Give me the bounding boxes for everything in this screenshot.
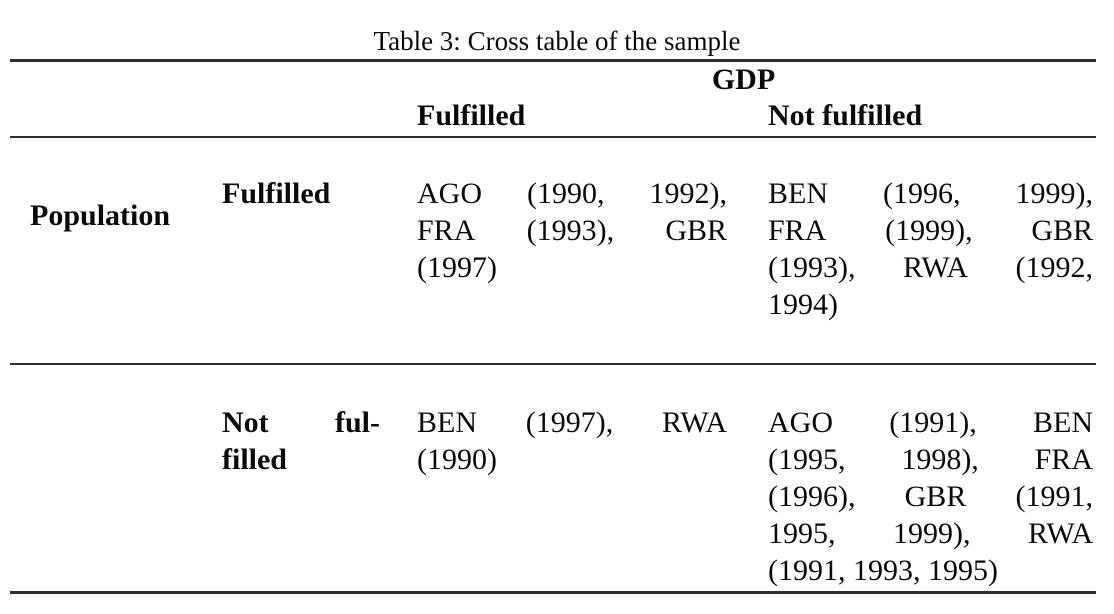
column-header-gdp-fulfilled: Fulfilled	[417, 99, 526, 132]
table-caption: Table 3: Cross table of the sample	[373, 26, 741, 56]
top-rule	[10, 59, 1096, 62]
column-group-header-gdp: GDP	[711, 63, 776, 96]
column-header-gdp-not-fulfilled: Not fulfilled	[768, 99, 923, 132]
cell-pop-fulfilled-gdp-not-fulfilled: BEN (1996, 1999), FRA (1999), GBR (1993), RWA (1…	[768, 177, 1093, 321]
bottom-rule	[10, 591, 1096, 594]
cell-pop-not-fulfilled-gdp-fulfilled: BEN (1997), RWA (1990)	[417, 406, 727, 476]
cell-pop-fulfilled-gdp-fulfilled: AGO (1990, 1992), FRA (1993), GBR (1997)	[417, 177, 727, 284]
header-rule	[10, 136, 1096, 138]
row-header-population-fulfilled: Fulfilled	[222, 177, 331, 210]
row-header-population-not-fulfilled: Not ful-filled	[222, 406, 380, 476]
row-divider-rule	[10, 363, 1096, 365]
row-group-header-population: Population	[30, 199, 171, 232]
cell-pop-not-fulfilled-gdp-not-fulfilled: AGO (1991), BEN (1995, 1998), FRA (1996), GBR (1…	[768, 406, 1093, 587]
